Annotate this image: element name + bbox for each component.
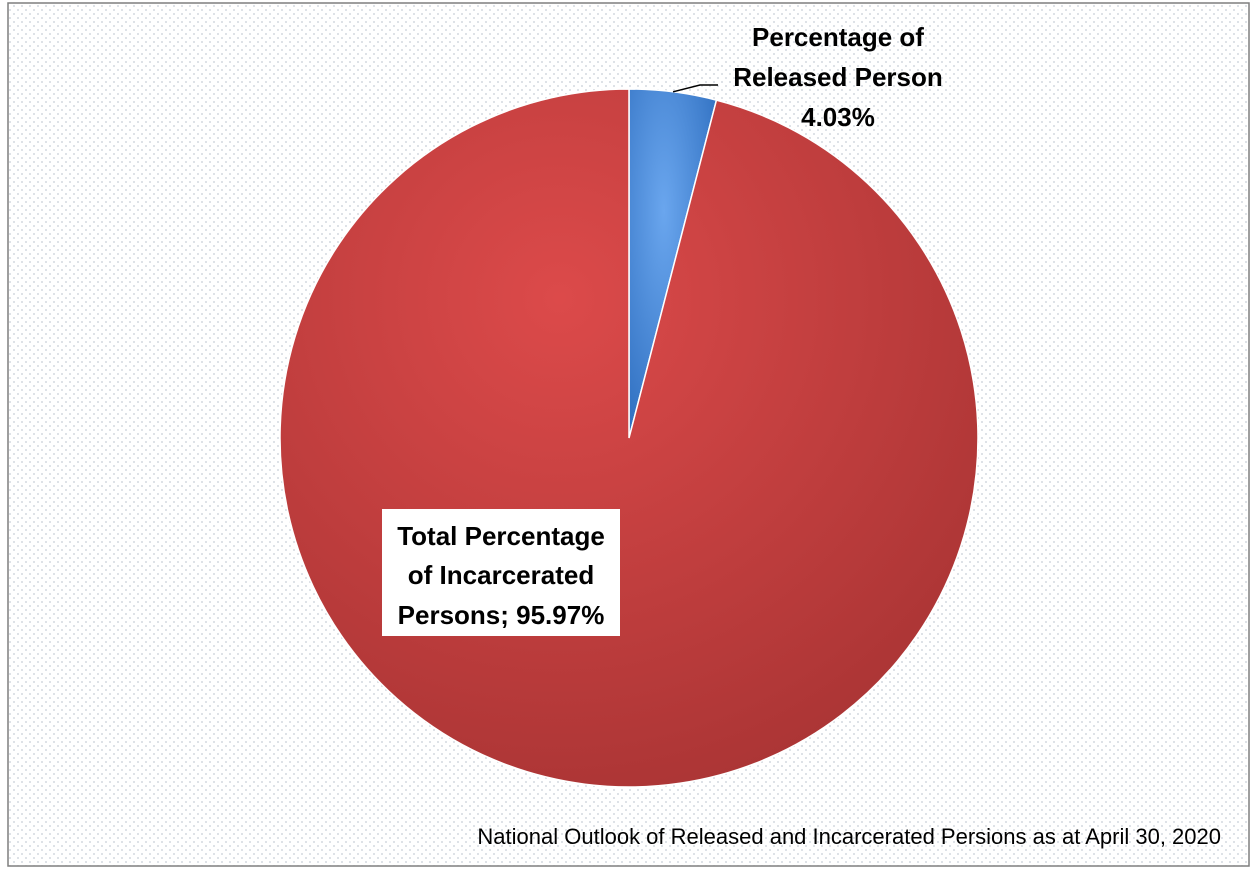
pie-slice-1 [279, 88, 979, 788]
data-label-1: Total Percentage of Incarcerated Persons; … [397, 521, 605, 630]
data-label-0: Percentage of Released Person 4.03% [733, 22, 943, 132]
data-label-1-line-2: Persons; 95.97% [398, 600, 605, 630]
data-label-0-line-1: Released Person [733, 62, 943, 92]
data-label-0-line-0: Percentage of [752, 22, 924, 52]
data-label-1-line-1: of Incarcerated [408, 560, 594, 590]
leader-line-0 [672, 84, 718, 93]
data-label-0-line-2: 4.03% [801, 102, 875, 132]
data-label-1-line-0: Total Percentage [397, 521, 605, 551]
data-label-1-box [382, 509, 620, 636]
chart-caption: National Outlook of Released and Incarce… [477, 824, 1221, 849]
